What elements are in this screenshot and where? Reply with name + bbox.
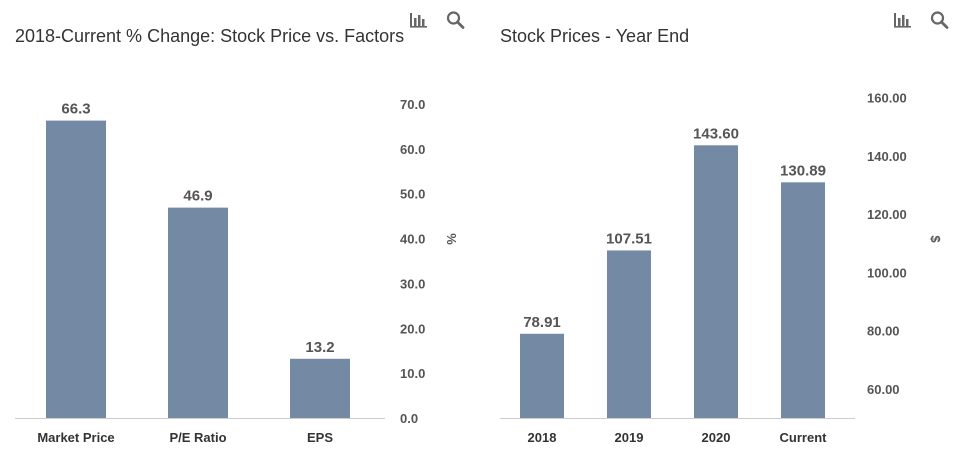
y-tick-label: 60.0 (400, 142, 425, 157)
data-label: 78.91 (523, 314, 561, 331)
y-tick-label: 70.0 (400, 97, 425, 112)
bar[interactable] (781, 182, 825, 418)
x-tick-label: 2018 (528, 430, 557, 445)
search-icon[interactable] (445, 10, 467, 30)
bar[interactable] (290, 358, 350, 418)
x-tick-label: EPS (307, 430, 333, 445)
x-tick-label: Current (780, 430, 828, 445)
chart-panel-percent-change: 2018-Current % Change: Stock Price vs. F… (0, 0, 470, 455)
bar[interactable] (607, 250, 651, 418)
bar-chart-stock-prices: 78.91 2018 107.51 2019 143.60 2020 130.89 Curre… (500, 91, 943, 445)
y-tick-label: 40.0 (400, 232, 425, 247)
y-axis-label: % (444, 233, 459, 245)
x-tick-label: 2019 (615, 430, 644, 445)
y-tick-label: 140.00 (867, 149, 907, 164)
bar[interactable] (694, 145, 738, 418)
chart-title: 2018-Current % Change: Stock Price vs. F… (15, 26, 405, 46)
data-label: 130.89 (780, 162, 826, 179)
bar[interactable] (46, 120, 106, 419)
x-tick-label: Market Price (37, 430, 114, 445)
bar-chart-icon[interactable] (892, 10, 914, 30)
y-tick-label: 100.00 (867, 265, 907, 280)
chart-title: Stock Prices - Year End (500, 26, 690, 46)
bar[interactable] (168, 207, 228, 418)
y-tick-label: 120.00 (867, 207, 907, 222)
data-label: 46.9 (183, 188, 212, 205)
data-label: 143.60 (693, 125, 739, 142)
y-tick-label: 50.0 (400, 187, 425, 202)
y-tick-label: 20.0 (400, 321, 425, 336)
x-tick-label: 2020 (702, 430, 731, 445)
y-tick-label: 10.0 (400, 366, 425, 381)
y-tick-label: 60.00 (867, 382, 900, 397)
y-tick-label: 0.0 (400, 411, 418, 426)
search-icon[interactable] (929, 10, 951, 30)
bar-chart-percent-change: 66.3 Market Price 46.9 P/E Ratio 13.2 EPS 0.0 1… (15, 97, 459, 445)
chart-panel-stock-prices: Stock Prices - Year End 78.91 2018 107.51 2… (485, 0, 958, 455)
y-tick-label: 30.0 (400, 276, 425, 291)
y-axis-label: $ (928, 235, 943, 243)
y-tick-label: 80.00 (867, 324, 900, 339)
bar[interactable] (520, 333, 564, 418)
x-tick-label: P/E Ratio (169, 430, 226, 445)
data-label: 107.51 (606, 230, 652, 247)
y-tick-label: 160.00 (867, 91, 907, 106)
bar-chart-icon[interactable] (408, 10, 430, 30)
data-label: 13.2 (305, 339, 334, 356)
data-label: 66.3 (61, 101, 90, 118)
